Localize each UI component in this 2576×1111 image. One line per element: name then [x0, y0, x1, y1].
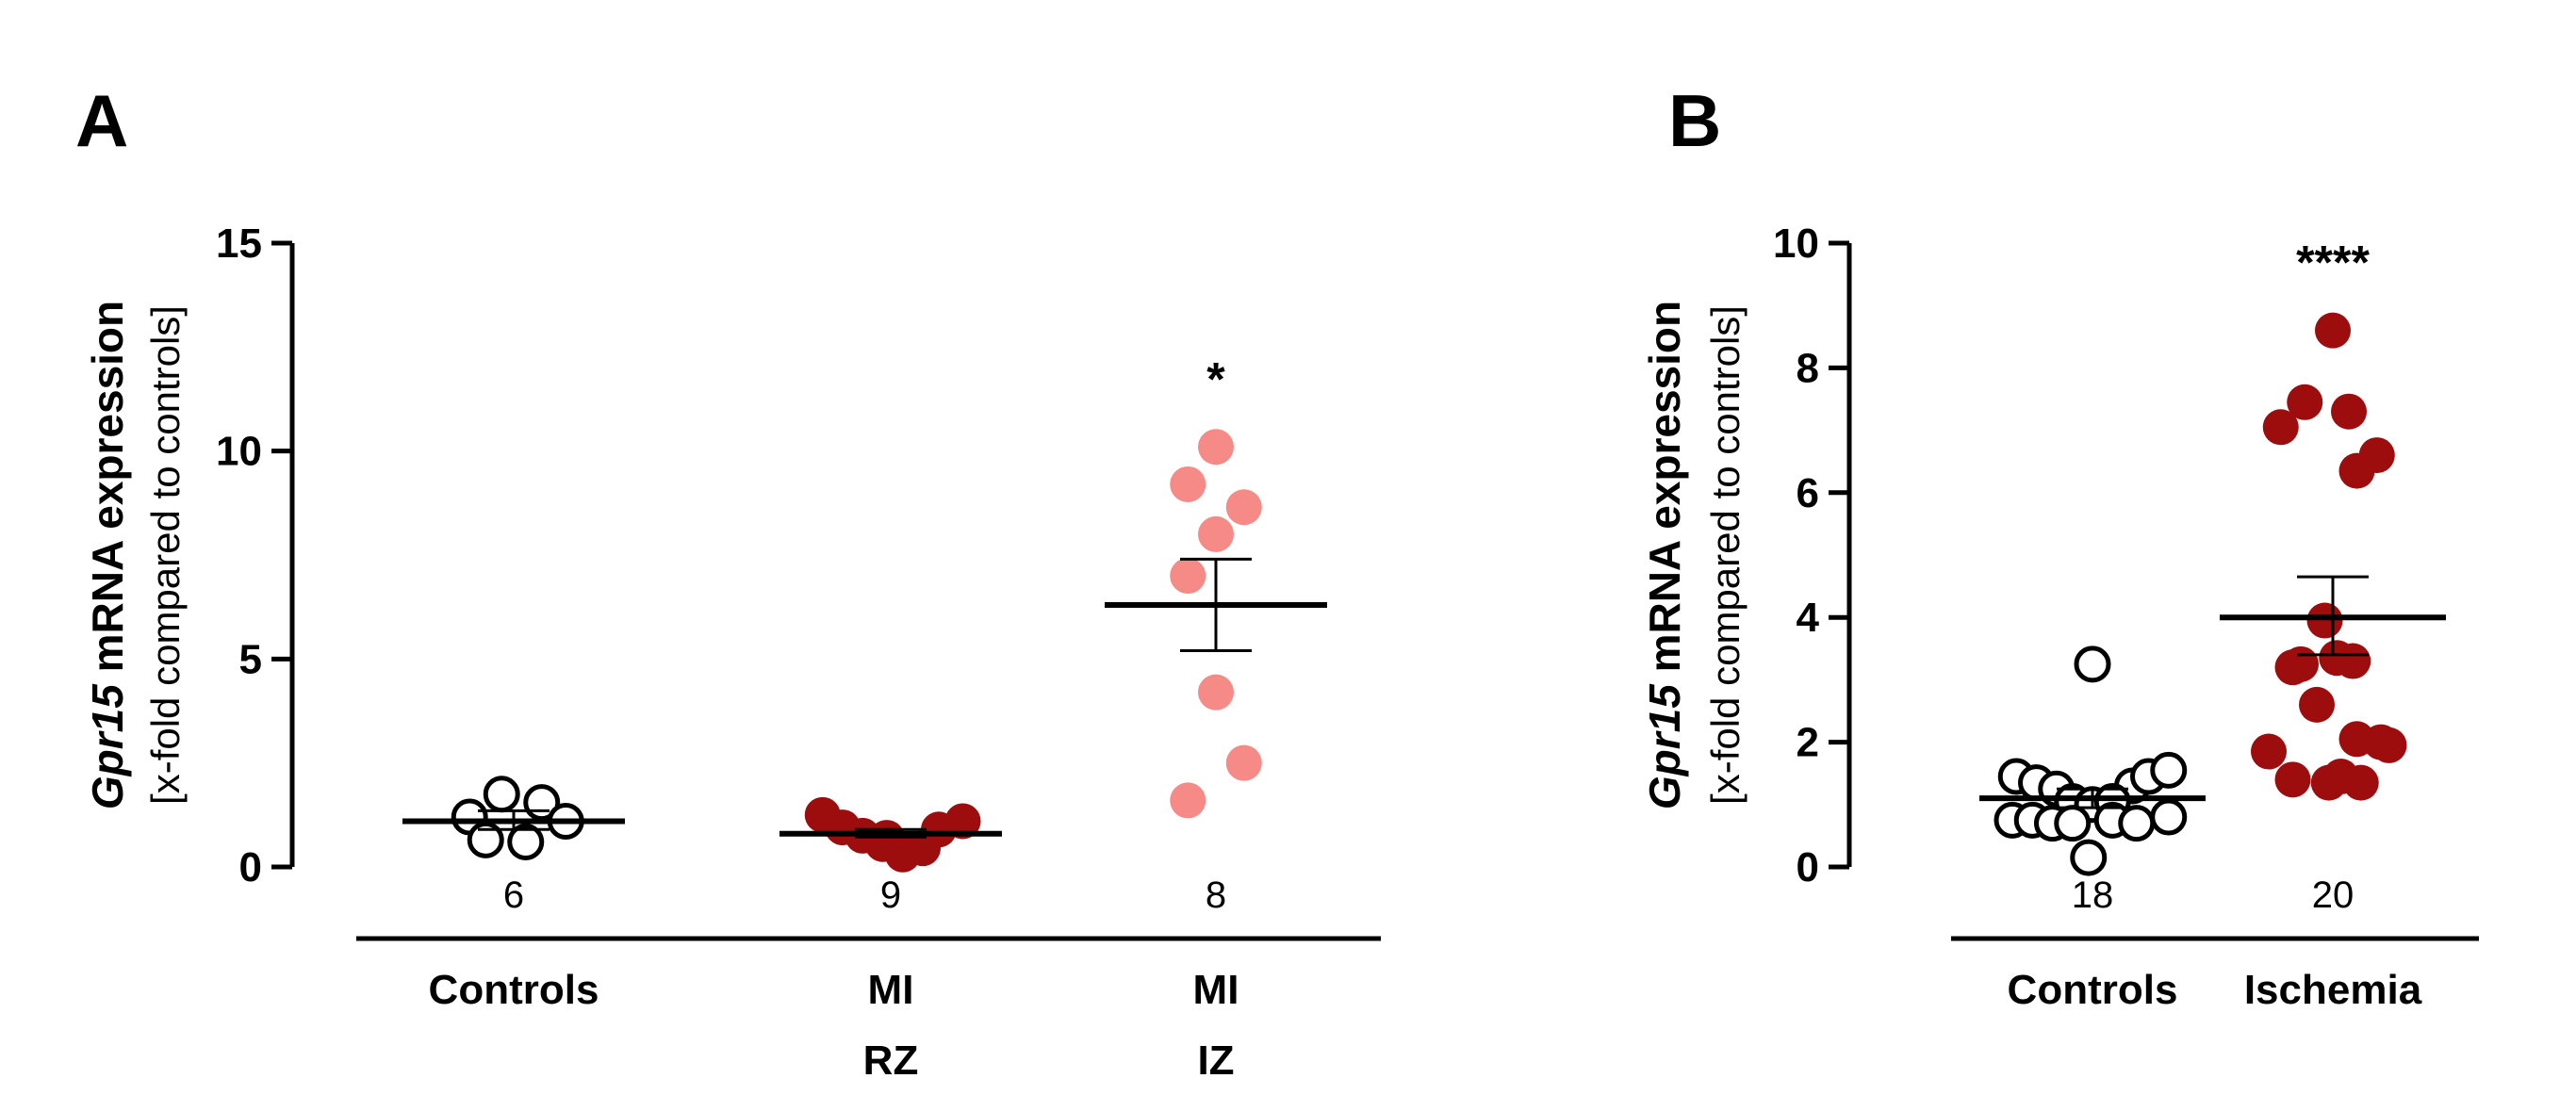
panel-a-y-tick-label: 0	[239, 844, 262, 890]
panel-b-group-controls-point	[2118, 805, 2156, 842]
panel-b-y-axis-title: Gpr15 mRNA expression	[1640, 301, 1689, 809]
panel-b-group-ischemia-point	[2315, 312, 2351, 349]
panel-a-y-axis-subtitle: [x-fold compared to controls]	[143, 305, 188, 805]
panel-b-group-controls: 18 Controls	[1979, 645, 2206, 1013]
panel-b-group-ischemia-point	[2287, 384, 2323, 420]
panel-a-group-controls-n-label: 6	[503, 874, 524, 916]
panel-b-group-ischemia-point	[2322, 759, 2359, 795]
panel-b-group-ischemia-point	[2251, 733, 2287, 770]
panel-a-group-mi-iz-significance: *	[1206, 352, 1225, 405]
panel-b-y-axis-gene: Gpr15	[1640, 683, 1689, 809]
panel-a-group-mi-iz-point	[1198, 674, 1234, 711]
panel-a-group-controls: 6 Controls	[402, 776, 625, 1013]
panel-a-group-mi-rz-n-label: 9	[880, 874, 901, 916]
panel-a-y-tick-label: 10	[216, 429, 262, 475]
panel-b-group-ischemia-point	[2299, 686, 2335, 723]
panel-a-group-controls-point	[483, 776, 520, 813]
panel-b-group-controls-point	[2070, 839, 2108, 876]
panel-b-group-controls-point	[2150, 798, 2188, 836]
panel-a-y-tick-label: 5	[239, 636, 262, 682]
panel-b-group-controls-point	[2054, 805, 2092, 842]
panel-b-group-ischemia-point	[2274, 761, 2311, 798]
panel-b-group-controls-n-label: 18	[2072, 874, 2114, 916]
panel-a-letter: A	[75, 79, 128, 162]
panel-a-group-mi-iz-point	[1170, 558, 1206, 595]
panel-a-y-axis-title-main: mRNA expression	[83, 301, 132, 684]
panel-b-y-tick-label: 0	[1797, 844, 1819, 890]
panel-a-group-mi-iz-point	[1170, 466, 1206, 502]
panel-b-group-controls-point	[2150, 751, 2188, 789]
panel-b-y-tick-label: 2	[1797, 720, 1819, 766]
panel-a-group-mi-iz: 8 MI IZ *	[1105, 352, 1327, 1084]
panel-a-group-mi-iz-point	[1225, 489, 1262, 526]
panel-a-group-mi-iz-category-label: IZ	[1197, 1037, 1234, 1084]
panel-a-group-mi-iz-point	[1225, 744, 1262, 781]
panel-b-group-controls-category-label: Controls	[2008, 967, 2178, 1013]
panel-a-group-mi-iz-n-label: 8	[1206, 874, 1226, 916]
panel-b-group-ischemia-point	[2274, 649, 2311, 686]
panel-b-group-ischemia-n-label: 20	[2312, 874, 2354, 916]
panel-b-group-ischemia-significance: ****	[2296, 237, 2370, 289]
panel-b-group-ischemia-category-label: Ischemia	[2244, 967, 2422, 1013]
panel-a-group-mi-rz-category-label: RZ	[863, 1037, 919, 1084]
panel-b-y-tick-label: 8	[1797, 345, 1819, 391]
panel-a-group-mi-rz-point	[944, 803, 981, 840]
panel-b-plot: B 0 2 4 6 8 10 Gpr15 mRNA expression [x-fold com…	[1640, 79, 2479, 1013]
panel-a-y-tick-label: 15	[216, 221, 262, 267]
panel-a-group-mi-rz: 9 MI RZ	[779, 796, 1002, 1084]
panel-b-group-ischemia-point	[2306, 602, 2343, 639]
panel-a-y-axis-title: Gpr15 mRNA expression	[83, 301, 132, 809]
panel-a-group-mi-iz-point	[1170, 782, 1206, 819]
panel-a-group-mi-rz-category-label: MI	[868, 967, 914, 1013]
panel-a-plot: A 0 5 10 15 Gpr15 mRNA expression [x-fold comp…	[75, 79, 1381, 1084]
panel-b-group-ischemia-point	[2331, 393, 2367, 430]
panel-a-group-controls-point	[507, 824, 545, 861]
panel-b-group-controls-point	[2074, 645, 2111, 683]
panel-b-y-axis-title-main: mRNA expression	[1640, 301, 1689, 684]
panel-b-y-axis-subtitle: [x-fold compared to controls]	[1703, 305, 1747, 805]
panel-a-group-mi-iz-point	[1198, 515, 1234, 552]
panel-b-y-tick-label: 4	[1797, 595, 1820, 641]
panel-b-group-ischemia-point	[2363, 724, 2399, 760]
panel-b-letter: B	[1668, 79, 1721, 162]
panel-b-group-ischemia-point	[2319, 640, 2355, 677]
panel-b-group-ischemia-point	[2262, 409, 2299, 446]
panel-b-y-tick-label: 6	[1797, 470, 1819, 516]
panel-b-group-ischemia-point	[2338, 452, 2375, 489]
panel-b-y-tick-label: 10	[1773, 221, 1819, 267]
panel-b-group-ischemia: 20 Ischemia ****	[2220, 237, 2446, 1013]
panel-a-group-controls-category-label: Controls	[429, 967, 599, 1013]
panel-a-y-axis-gene: Gpr15	[83, 683, 132, 809]
panel-a-group-mi-iz-category-label: MI	[1193, 967, 1239, 1013]
panel-a-group-mi-iz-point	[1198, 429, 1234, 466]
